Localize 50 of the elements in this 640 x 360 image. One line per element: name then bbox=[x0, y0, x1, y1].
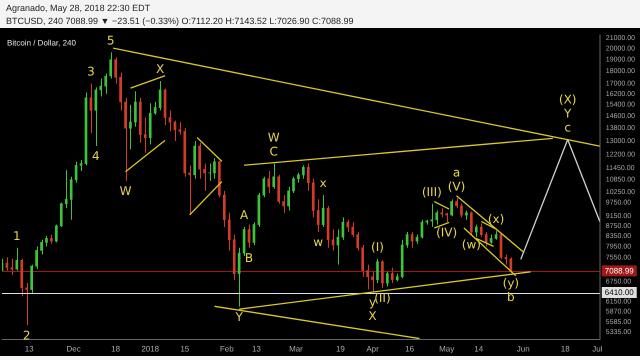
annotation: 5 bbox=[106, 33, 115, 48]
annotation: (y) bbox=[502, 276, 520, 290]
annotation: (II) bbox=[374, 291, 391, 305]
ref-line-label: 6410.00 bbox=[604, 288, 634, 298]
annotation: A bbox=[240, 208, 249, 222]
x-tick-label: Dec bbox=[66, 344, 81, 354]
text: Agranado, May 28, 2018 22:30 EDT bbox=[6, 2, 152, 15]
annotation: (I) bbox=[371, 240, 384, 254]
x-tick-label: Jun bbox=[516, 344, 530, 354]
annotation: (IV) bbox=[436, 225, 458, 240]
annotation: B bbox=[244, 250, 254, 265]
annotation: X bbox=[368, 308, 377, 323]
x-tick-label: Jul bbox=[592, 344, 603, 354]
annotation: C bbox=[270, 144, 278, 159]
x-tick-label: 16 bbox=[405, 344, 415, 354]
text: BTCUSD, 240 7088.99 ▼ −23.51 (−0.33%) O:7112.20 H:7143.52 L:7026.90 C:7088.99 bbox=[6, 15, 354, 28]
annotation: Y bbox=[234, 310, 244, 324]
annotation: (V) bbox=[448, 179, 466, 194]
annotation: (III) bbox=[422, 184, 442, 199]
annotation: W bbox=[268, 130, 280, 145]
x-tick-label: 2018 bbox=[141, 344, 160, 354]
x-tick-label: 13 bbox=[252, 344, 262, 354]
annotation: w bbox=[313, 235, 324, 250]
x-tick-label: May bbox=[439, 344, 454, 354]
annotation: X bbox=[156, 62, 164, 76]
x-tick-label: 18 bbox=[560, 344, 570, 354]
annotation: W bbox=[120, 184, 132, 198]
annotation: c bbox=[564, 120, 571, 135]
annotation: 4 bbox=[92, 149, 100, 164]
annotation: Y bbox=[563, 106, 572, 121]
text: Bitcoin / Dollar, 240 bbox=[7, 38, 76, 48]
annotation: (w) bbox=[462, 238, 481, 252]
annotation: a bbox=[452, 165, 460, 180]
annotation: (x) bbox=[488, 212, 504, 226]
x-tick-label: 19 bbox=[336, 344, 346, 354]
annotation: x bbox=[320, 176, 327, 190]
x-tick-label: 14 bbox=[474, 344, 484, 354]
annotation: 2 bbox=[22, 328, 31, 342]
x-tick-label: 15 bbox=[180, 344, 190, 354]
x-tick-label: 13 bbox=[24, 344, 34, 354]
x-tick-label: Feb bbox=[220, 344, 234, 354]
annotation: 3 bbox=[87, 64, 95, 79]
x-tick-label: 18 bbox=[111, 344, 121, 354]
x-tick-label: Apr bbox=[366, 344, 380, 354]
annotation: b bbox=[507, 290, 515, 304]
ref-line-label: 7088.99 bbox=[604, 266, 634, 276]
annotation: 1 bbox=[13, 228, 21, 243]
x-tick-label: Mar bbox=[289, 344, 304, 354]
annotation: (X) bbox=[558, 92, 576, 107]
annotation: y bbox=[368, 294, 376, 309]
